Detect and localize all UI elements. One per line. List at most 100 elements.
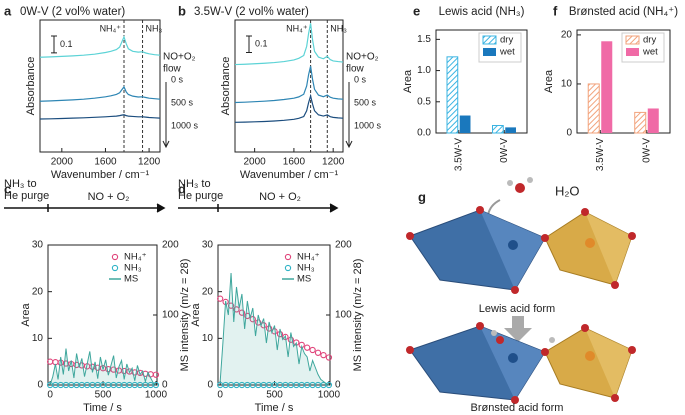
timeline-arrow <box>178 203 339 213</box>
y-axis-title: MS intensity (m/z = 28) <box>179 259 191 372</box>
x-tick-label: 1200 <box>138 157 161 168</box>
point <box>325 354 333 361</box>
x-tick-label: 500 <box>266 390 283 401</box>
y-tick-label: 0 <box>566 128 572 139</box>
legend-swatch <box>482 35 497 45</box>
y-tick-label: 10 <box>32 333 44 344</box>
legend-swatch <box>483 48 496 56</box>
x-tick-label: 3.5W-V <box>453 138 464 171</box>
caption: Lewis acid form <box>479 303 555 315</box>
point <box>314 349 322 356</box>
phase-label: NH₃ to <box>178 178 211 190</box>
marker-label: NH₃ <box>146 23 163 33</box>
flow-label: NO+O₂ <box>163 52 196 63</box>
y-tick-label: 10 <box>202 333 214 344</box>
x-tick-label: 1200 <box>322 157 345 168</box>
legend-label: dry <box>500 35 513 46</box>
plot-frame <box>435 29 528 134</box>
point <box>320 351 327 359</box>
spectrum <box>39 114 161 120</box>
ms-line <box>49 348 157 386</box>
plot-frame <box>576 29 671 134</box>
point <box>233 306 240 313</box>
ms-line <box>219 272 330 386</box>
x-tick-label: 0W-V <box>499 138 510 163</box>
scale-bar-label: 0.1 <box>255 39 268 49</box>
y2-tick-label: 100 <box>335 310 352 321</box>
spectrum <box>234 93 344 123</box>
y2-tick-label: 0 <box>335 380 341 391</box>
point <box>325 381 333 389</box>
y-axis-title: MS intensity (m/z = 28) <box>352 259 364 372</box>
y-tick-label: 0.0 <box>417 128 431 139</box>
y-axis-title: Absorbance <box>220 57 232 116</box>
y-tick-label: 30 <box>202 240 214 251</box>
spectrum <box>39 85 161 102</box>
x-tick-label: 2000 <box>244 157 267 168</box>
scale-bar-label: 0.1 <box>60 39 73 49</box>
oxygen-atoms <box>406 206 636 294</box>
x-axis-title: Time / s <box>255 402 294 414</box>
panel-label: g <box>418 189 426 204</box>
ms-area <box>50 348 156 385</box>
y-axis-title: Area <box>402 69 414 93</box>
bar <box>505 127 516 133</box>
bar <box>634 111 647 134</box>
y-tick-label: 30 <box>32 240 44 251</box>
y-axis-title: Area <box>190 303 202 327</box>
x-axis-title: Time / s <box>83 402 122 414</box>
plot-frame <box>234 19 344 153</box>
down-arrow <box>504 316 532 342</box>
plot-frame <box>39 19 161 153</box>
y-tick-label: 1.0 <box>417 65 431 76</box>
polyhedron-face <box>480 210 545 290</box>
y-tick-label: 20 <box>202 286 214 297</box>
panel-label: f <box>553 3 558 18</box>
point <box>152 371 160 378</box>
phase-label: NO + O₂ <box>259 191 301 203</box>
x-tick-label: 500 <box>95 390 112 401</box>
x-tick-label: 0W-V <box>641 138 652 163</box>
point <box>238 309 246 316</box>
y-tick-label: 0.5 <box>417 96 431 107</box>
polyhedron-face <box>585 328 632 398</box>
y-axis-title: Absorbance <box>25 57 37 116</box>
series-label: 1000 s <box>354 120 382 130</box>
flow-label: flow <box>163 64 182 75</box>
y2-tick-label: 100 <box>162 310 179 321</box>
atom <box>508 240 518 250</box>
x-tick-label: 0 <box>217 390 223 401</box>
marker-label: NH₄⁺ <box>100 23 122 33</box>
x-tick-label: 1600 <box>283 157 306 168</box>
x-tick-label: 1000 <box>145 390 168 401</box>
marker-label: NH₃ <box>330 23 347 33</box>
y-tick-label: 0 <box>37 380 43 391</box>
spectrum <box>39 35 161 58</box>
legend-label: NH₃ <box>297 263 315 274</box>
series-label: 1000 s <box>171 120 199 130</box>
water-h <box>507 180 513 186</box>
legend-label: NH₄⁺ <box>124 252 147 263</box>
water-h <box>527 177 533 183</box>
series-label: 0 s <box>171 74 184 84</box>
legend-label: MS <box>124 274 138 285</box>
series-label: 500 s <box>354 97 377 107</box>
flow-label: NO+O₂ <box>346 52 379 63</box>
point <box>217 295 224 302</box>
h-atom <box>549 337 555 343</box>
legend-label: wet <box>499 47 515 58</box>
legend-label: MS <box>297 274 311 285</box>
flow-label: flow <box>346 64 365 75</box>
point <box>265 325 273 332</box>
chart-title: 3.5W-V (2 vol% water) <box>194 6 309 18</box>
y-tick-label: 1.5 <box>417 34 431 45</box>
time-arrow <box>162 82 170 149</box>
polyhedron-face <box>480 326 545 400</box>
atom <box>585 351 595 361</box>
chart-title: Lewis acid (NH₃) <box>439 6 525 18</box>
y-tick-label: 10 <box>561 79 573 90</box>
legend-swatch <box>626 48 639 56</box>
point <box>309 346 316 354</box>
caption: Brønsted acid form <box>471 402 564 414</box>
legend-marker <box>111 264 119 272</box>
